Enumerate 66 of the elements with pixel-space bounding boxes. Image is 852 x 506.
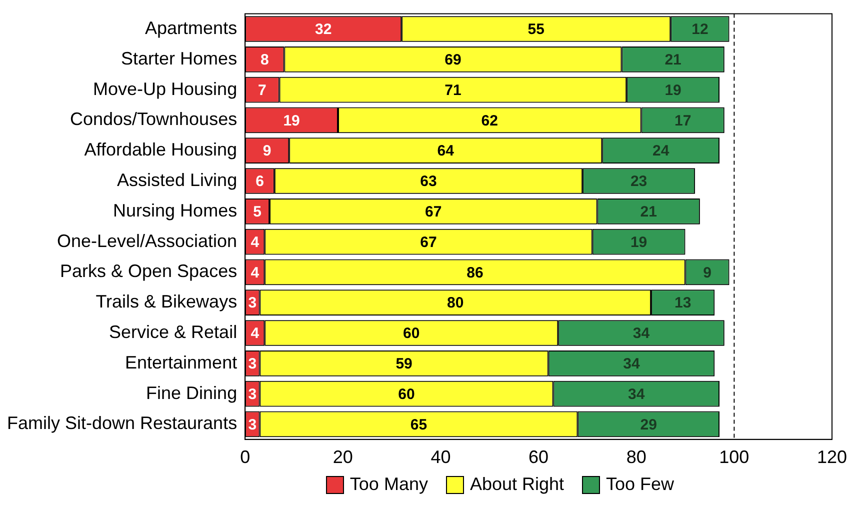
data-label: 59 (396, 356, 412, 373)
y-tick-label: Nursing Homes (113, 200, 238, 220)
data-label: 12 (692, 21, 708, 38)
data-label: 24 (652, 142, 670, 160)
text: About Right (470, 474, 564, 495)
data-label: 17 (674, 112, 692, 130)
y-tick-label: Entertainment (125, 352, 238, 372)
data-label: 4 (250, 264, 260, 282)
data-label: 4 (250, 234, 260, 251)
data-label: 3 (248, 294, 257, 312)
y-tick-label: Affordable Housing (84, 140, 238, 160)
data-label: 71 (444, 82, 462, 99)
data-label: 8 (260, 52, 269, 69)
data-label: 19 (630, 234, 648, 251)
legend-label: Too Few (606, 474, 674, 495)
x-tick-label: 120 (816, 447, 848, 468)
data-label: 60 (403, 325, 420, 342)
data-label: 3 (248, 416, 257, 434)
data-label: 4 (250, 325, 260, 342)
y-tick-label: Apartments (145, 18, 238, 38)
data-label: 19 (283, 112, 300, 130)
y-tick-label: Fine Dining (146, 382, 238, 403)
data-label: 13 (674, 294, 692, 312)
legend-label: Too Many (350, 474, 428, 495)
data-label: 34 (628, 386, 646, 403)
data-label: 32 (314, 21, 332, 38)
data-label: 19 (664, 82, 682, 99)
y-tick-label: Starter Homes (121, 48, 238, 68)
x-tick-label: 0 (240, 447, 250, 468)
data-label: 23 (630, 173, 648, 190)
data-label: 63 (420, 173, 437, 190)
x-tick-label: 40 (430, 447, 451, 468)
data-label: 62 (481, 112, 498, 130)
data-label: 69 (444, 52, 462, 69)
data-label: 86 (466, 264, 484, 282)
y-tick-label: Move-Up Housing (93, 78, 238, 99)
y-tick-label: Assisted Living (117, 170, 238, 190)
data-label: 7 (258, 82, 266, 99)
data-label: 67 (420, 234, 437, 251)
y-tick-label: Family Sit-down Restaurants (6, 413, 238, 434)
data-label: 29 (640, 416, 657, 434)
data-label: 64 (437, 142, 455, 160)
data-label: 55 (528, 21, 544, 38)
y-tick-label: Trails & Bikeways (96, 292, 238, 312)
data-label: 6 (256, 173, 264, 190)
data-label: 21 (640, 204, 657, 221)
data-label: 67 (425, 204, 442, 221)
data-label: 60 (398, 386, 415, 403)
x-tick-label: 60 (528, 447, 549, 468)
data-label: 80 (447, 294, 464, 312)
y-tick-label: One-Level/Association (56, 230, 238, 251)
data-label: 21 (664, 52, 682, 69)
data-label: 9 (262, 142, 272, 160)
data-label: 34 (623, 356, 640, 373)
data-label: 3 (248, 356, 257, 373)
data-label: 9 (703, 264, 712, 282)
data-label: 34 (632, 325, 650, 342)
y-tick-label: Condos/Townhouses (70, 109, 238, 130)
y-tick-label: Service & Retail (109, 322, 238, 342)
y-tick-label: Parks & Open Spaces (60, 261, 238, 282)
data-label: 5 (253, 204, 262, 221)
data-label: 3 (248, 386, 257, 403)
x-tick-label: 100 (719, 447, 750, 468)
x-tick-label: 80 (626, 447, 646, 468)
data-label: 65 (410, 416, 428, 434)
x-tick-label: 20 (332, 447, 353, 468)
